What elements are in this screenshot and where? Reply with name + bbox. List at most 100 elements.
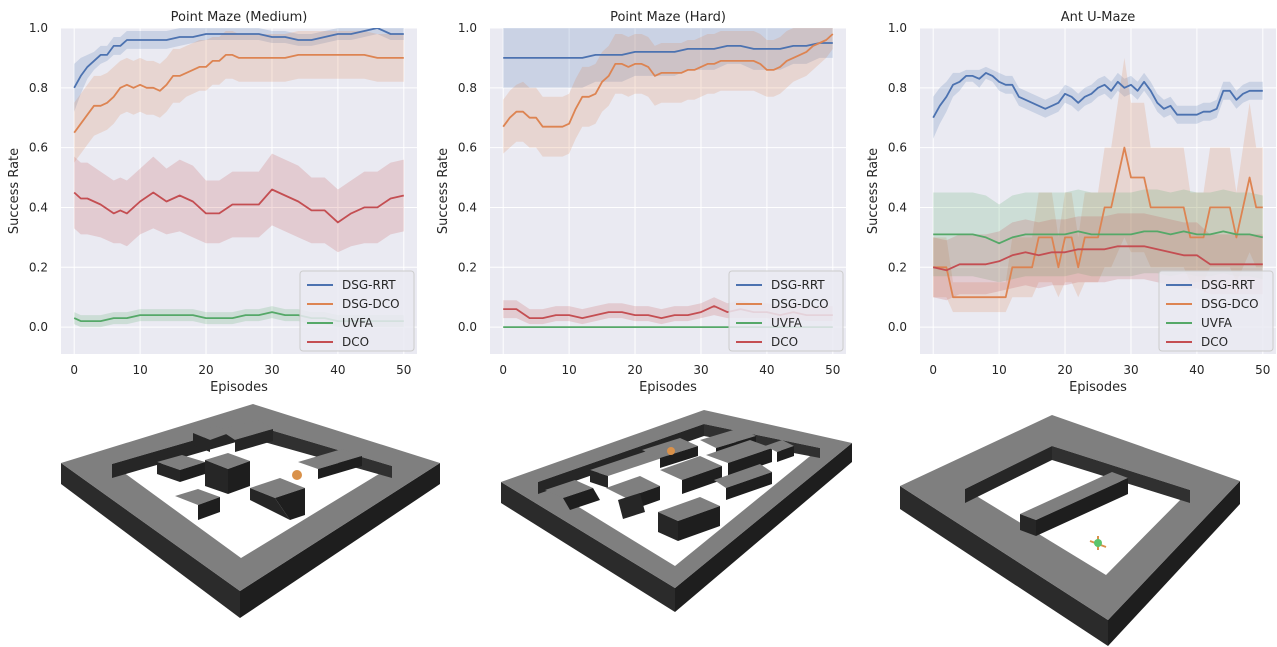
chart-title: Point Maze (Hard)	[610, 10, 726, 25]
legend-box	[728, 270, 844, 352]
maze-block	[590, 450, 668, 476]
maze-render-hard	[501, 410, 852, 612]
legend-label: DCO	[342, 335, 369, 349]
legend-label: DCO	[1201, 335, 1228, 349]
maze-block	[1020, 472, 1128, 520]
maze-block	[228, 461, 250, 494]
line-uvfa	[933, 230, 1263, 245]
y-tick-label: 0.2	[888, 260, 907, 274]
y-tick-label: 0.8	[29, 81, 48, 95]
maze-block	[193, 433, 210, 452]
maze-wall-top	[900, 415, 1240, 620]
y-tick-label: 0.6	[888, 141, 907, 155]
x-axis-label: Episodes	[1069, 380, 1127, 395]
maze-block	[658, 497, 720, 521]
legend-label: DSG-DCO	[342, 297, 400, 311]
y-axis-label: Success Rate	[866, 148, 881, 234]
y-tick-label: 0.2	[458, 260, 477, 274]
line-dsg-dco	[502, 33, 834, 128]
agent-ball	[292, 470, 302, 480]
x-axis-label: Episodes	[210, 380, 268, 395]
y-tick-label: 0.8	[888, 81, 907, 95]
series-group	[502, 28, 834, 329]
maze-block	[198, 497, 220, 520]
band-dsg-dco	[74, 31, 404, 163]
maze-wall-side	[501, 482, 675, 612]
maze-block	[590, 470, 608, 488]
y-tick-label: 0.0	[458, 320, 477, 334]
maze-block	[157, 462, 180, 482]
maze-render-ant-u	[900, 415, 1240, 646]
maze-block	[205, 460, 228, 494]
x-tick-label: 0	[499, 363, 507, 377]
y-tick-label: 0.0	[888, 320, 907, 334]
x-tick-label: 0	[929, 363, 937, 377]
line-dco	[933, 245, 1263, 272]
x-tick-label: 50	[1255, 363, 1270, 377]
maze-block	[318, 456, 362, 479]
legend: DSG-RRT DSG-DCO UVFA DCO	[1158, 270, 1274, 352]
maze-block	[298, 449, 362, 469]
y-axis-label: Success Rate	[7, 148, 22, 234]
maze-block	[678, 506, 720, 541]
line-dsg-dco	[73, 54, 404, 134]
y-tick-label: 0.6	[458, 141, 477, 155]
maze-block	[658, 512, 678, 541]
maze-block	[205, 453, 250, 469]
x-tick-label: 30	[264, 363, 279, 377]
maze-wall-top	[501, 410, 852, 588]
x-tick-label: 20	[1057, 363, 1072, 377]
maze-block	[235, 429, 273, 452]
maze-block	[157, 455, 205, 470]
maze-block	[682, 466, 722, 494]
maze-block	[706, 440, 772, 463]
maze-block	[220, 420, 273, 440]
x-tick-label: 20	[627, 363, 642, 377]
y-tick-label: 1.0	[888, 21, 907, 35]
maze-block	[660, 456, 722, 480]
maze-block	[765, 440, 794, 452]
maze-block	[1020, 514, 1036, 536]
x-tick-label: 40	[1189, 363, 1204, 377]
x-tick-label: 30	[693, 363, 708, 377]
chart-ant-u-maze: Ant U-Maze 0 10 20 30 40 50 0.0 0.2 0.4 0.6 0.8 1.0 E…	[866, 10, 1276, 395]
legend-label: DSG-RRT	[342, 278, 396, 292]
band-dsg-dco	[933, 57, 1263, 313]
maze-block	[714, 464, 772, 488]
y-tick-label: 0.4	[29, 200, 48, 214]
band-dsg-rrt	[503, 28, 833, 88]
y-tick-label: 1.0	[458, 21, 477, 35]
maze-wall-side	[538, 424, 704, 494]
x-tick-label: 10	[561, 363, 576, 377]
legend-label: DSG-DCO	[1201, 297, 1259, 311]
maze-wall-side	[1108, 481, 1240, 646]
legend-box	[1158, 270, 1274, 352]
maze-wall-side	[61, 463, 240, 618]
maze-wall-side	[1052, 446, 1190, 503]
maze-block	[250, 488, 290, 520]
maze-block	[1036, 478, 1128, 536]
x-tick-label: 50	[825, 363, 840, 377]
legend-label: DSG-RRT	[771, 278, 825, 292]
maze-block	[180, 462, 205, 482]
x-tick-label: 50	[396, 363, 411, 377]
line-dsg-rrt	[503, 42, 833, 59]
maze-block	[726, 472, 772, 500]
maze-block	[728, 448, 772, 477]
maze-wall-side	[965, 446, 1052, 503]
x-tick-label: 10	[132, 363, 147, 377]
band-dco	[74, 153, 404, 253]
x-tick-label: 10	[991, 363, 1006, 377]
y-axis-label: Success Rate	[436, 148, 451, 234]
x-tick-label: 40	[759, 363, 774, 377]
line-dsg-rrt	[73, 28, 404, 89]
chart-point-maze-hard: Point Maze (Hard) 0 10 20 30 40 50 0.0 0.2 0.4 0.6…	[436, 10, 846, 395]
maze-block	[175, 489, 220, 505]
legend-label: DSG-DCO	[771, 297, 829, 311]
y-tick-label: 0.4	[888, 200, 907, 214]
maze-block	[250, 478, 305, 498]
y-tick-label: 0.2	[29, 260, 48, 274]
maze-block	[700, 428, 756, 448]
x-tick-label: 20	[198, 363, 213, 377]
y-tick-label: 0.6	[29, 141, 48, 155]
